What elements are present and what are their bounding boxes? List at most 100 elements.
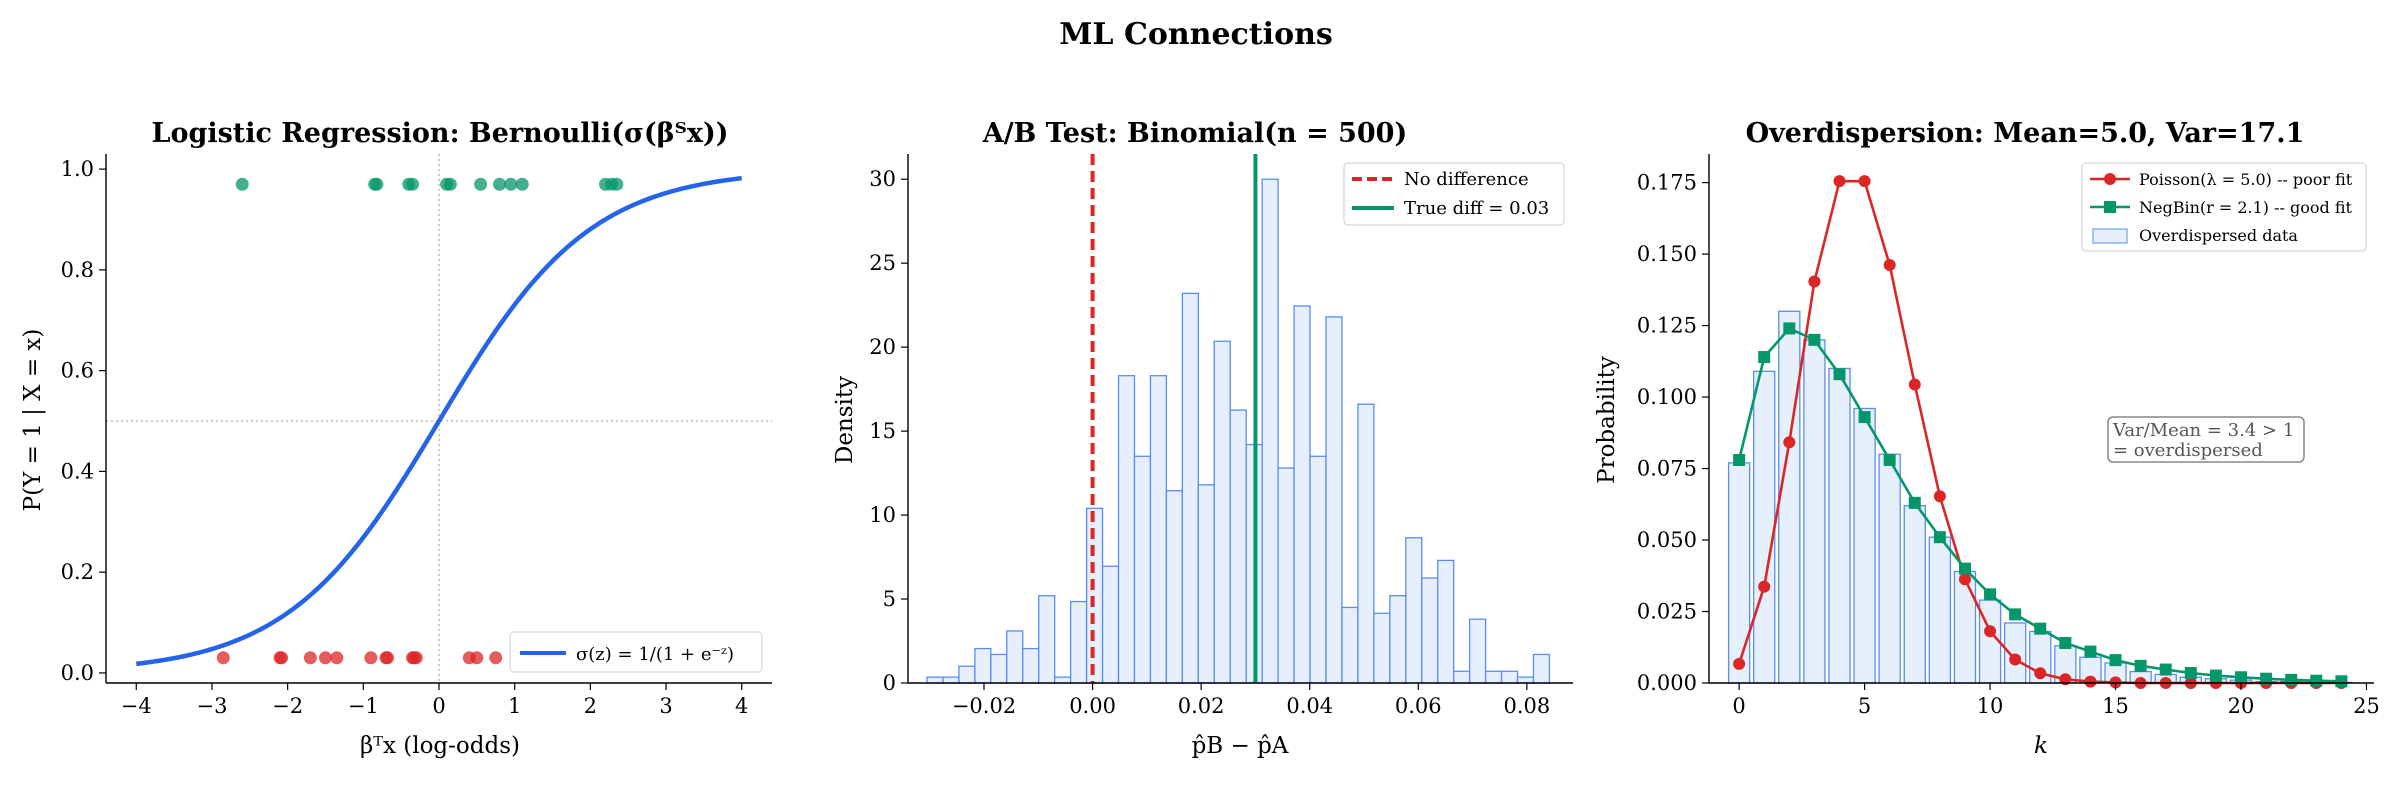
abtest-y-tick-label: 0 [883, 671, 896, 695]
overdispersion-annotation-line2: = overdispersed [2113, 440, 2263, 461]
logistic-x-tick-label: 2 [584, 694, 597, 718]
overdispersion-y-ticks: 0.000 0.025 0.050 0.075 0.100 0.125 0.150 0.175 [1637, 171, 1709, 695]
logistic-point-y0 [470, 651, 484, 665]
abtest-hist-bar [1373, 612, 1391, 684]
logistic-x-tick-label: −3 [196, 694, 227, 718]
logistic-x-ticks: −4 −3 −2 −1 0 1 2 3 4 [121, 683, 748, 718]
logistic-y-tick-label: 0.6 [61, 359, 94, 383]
overdispersion-negbin-marker [2009, 608, 2022, 621]
overdispersion-data-bar [1803, 339, 1826, 684]
overdispersion-negbin-marker [2310, 674, 2323, 687]
overdispersion-x-tick-label: 5 [1858, 694, 1871, 718]
abtest-x-tick-label: 0.02 [1178, 694, 1225, 718]
overdispersion-data-bar [1928, 536, 1952, 684]
logistic-point-y1 [370, 177, 384, 191]
overdispersion-ylabel: Probability [1594, 356, 1620, 484]
overdispersion-y-tick-label: 0.125 [1637, 314, 1697, 338]
overdispersion-legend-label-negbin: NegBin(r = 2.1) -- good fit [2139, 198, 2353, 217]
abtest-hist-bar [1054, 676, 1072, 684]
overdispersion-negbin-marker [1883, 453, 1896, 466]
overdispersion-negbin-marker [1758, 351, 1771, 364]
overdispersion-poisson-marker [1758, 580, 1771, 593]
overdispersion-x-tick-label: 10 [1977, 694, 2004, 718]
overdispersion-data-bar [1853, 407, 1876, 684]
abtest-hist-bar [1149, 375, 1168, 684]
logistic-legend: σ(z) = 1/(1 + e⁻ᶻ) [509, 631, 763, 673]
abtest-hist-bar [1117, 375, 1136, 684]
abtest-ylabel: Density [832, 376, 858, 464]
logistic-x-tick-label: 3 [659, 694, 672, 718]
overdispersion-data-bar [1778, 310, 1801, 684]
logistic-point-y1 [493, 177, 507, 191]
logistic-point-y1 [610, 177, 624, 191]
logistic-x-tick-label: 1 [508, 694, 521, 718]
overdispersion-x-tick-label: 15 [2102, 694, 2129, 718]
overdispersion-poisson-marker [1783, 436, 1796, 449]
abtest-x-ticks: −0.02 0.00 0.02 0.04 0.06 0.08 [952, 683, 1550, 718]
logistic-legend-label: σ(z) = 1/(1 + e⁻ᶻ) [576, 644, 734, 665]
logistic-x-tick-label: −2 [272, 694, 303, 718]
abtest-hist-bar [1006, 630, 1024, 684]
abtest-y-tick-label: 30 [869, 167, 896, 191]
overdispersion-data-bar [1978, 599, 2002, 684]
abtest-y-tick-label: 25 [869, 251, 896, 275]
logistic-y-ticks: 0.0 0.2 0.4 0.6 0.8 1.0 [61, 157, 106, 685]
overdispersion-x-tick-label: 25 [2353, 694, 2380, 718]
overdispersion-y-tick-label: 0.175 [1637, 171, 1697, 195]
abtest-hist-bar [1293, 305, 1311, 684]
logistic-point-y1 [474, 177, 488, 191]
overdispersion-negbin-marker [1908, 496, 1921, 509]
abtest-hist-bar [1165, 490, 1184, 684]
abtest-hist-bar [1101, 565, 1120, 684]
overdispersion-legend-label-poisson: Poisson(λ = 5.0) -- poor fit [2139, 170, 2353, 189]
logistic-sigmoid-curve [136, 175, 742, 667]
abtest-y-tick-label: 5 [883, 587, 896, 611]
abtest-hist-bar [1038, 595, 1056, 684]
overdispersion-negbin-marker [1984, 588, 1997, 601]
abtest-hist-bar [1484, 670, 1503, 684]
abtest-y-tick-label: 15 [869, 419, 896, 443]
abtest-hist-bar [1022, 647, 1040, 684]
overdispersion-negbin-marker [2059, 636, 2072, 649]
logistic-y-tick-label: 0.4 [61, 459, 94, 483]
abtest-title: A/B Test: Binomial(n = 500) [982, 118, 1408, 149]
overdispersion-legend-box [2081, 162, 2367, 252]
abtest-legend-label-nodiff: No difference [1404, 169, 1529, 190]
logistic-point-y0 [216, 651, 230, 665]
overdispersion-data-bar [1828, 367, 1851, 684]
overdispersion-legend-marker-negbin [2104, 201, 2116, 213]
overdispersion-y-tick-label: 0.025 [1637, 600, 1697, 624]
overdispersion-negbin-marker [1858, 411, 1871, 424]
abtest-hist-bar [1325, 316, 1343, 684]
overdispersion-negbin-marker [2134, 659, 2147, 672]
overdispersion-negbin-marker [1958, 562, 1971, 575]
abtest-hist-bar [1213, 340, 1231, 684]
abtest-panel: A/B Test: Binomial(n = 500) −0.02 0.00 0.0… [832, 118, 1573, 759]
abtest-plot-area [926, 154, 1551, 684]
overdispersion-legend-label-data: Overdispersed data [2139, 226, 2298, 245]
overdispersion-negbin-marker [2335, 675, 2348, 688]
figure-suptitle: ML Connections [1059, 17, 1333, 52]
overdispersion-data-bar [1753, 370, 1776, 684]
overdispersion-y-tick-label: 0.075 [1637, 457, 1697, 481]
overdispersion-x-tick-label: 20 [2228, 694, 2255, 718]
logistic-x-tick-label: −4 [121, 694, 152, 718]
logistic-plot-area [106, 154, 772, 683]
overdispersion-negbin-marker [2034, 622, 2047, 635]
overdispersion-data-bar [1727, 462, 1751, 684]
overdispersion-annotation-line1: Var/Mean = 3.4 > 1 [2112, 420, 2294, 441]
logistic-ylabel: P(Y = 1 | X = x) [20, 329, 46, 512]
overdispersion-poisson-marker [2034, 667, 2047, 680]
overdispersion-negbin-marker [2109, 654, 2122, 667]
logistic-legend-box [509, 631, 763, 673]
abtest-xlabel: p̂B − p̂A [1192, 733, 1289, 759]
abtest-hist-bar [1085, 507, 1104, 684]
abtest-hist-bar [1133, 455, 1152, 684]
abtest-hist-bar [1341, 606, 1359, 684]
abtest-hist-bar [1405, 537, 1423, 684]
overdispersion-negbin-marker [2285, 673, 2298, 686]
overdispersion-poisson-marker [2009, 653, 2022, 666]
abtest-hist-bar [1261, 178, 1279, 684]
overdispersion-legend-swatch-data [2092, 228, 2128, 244]
